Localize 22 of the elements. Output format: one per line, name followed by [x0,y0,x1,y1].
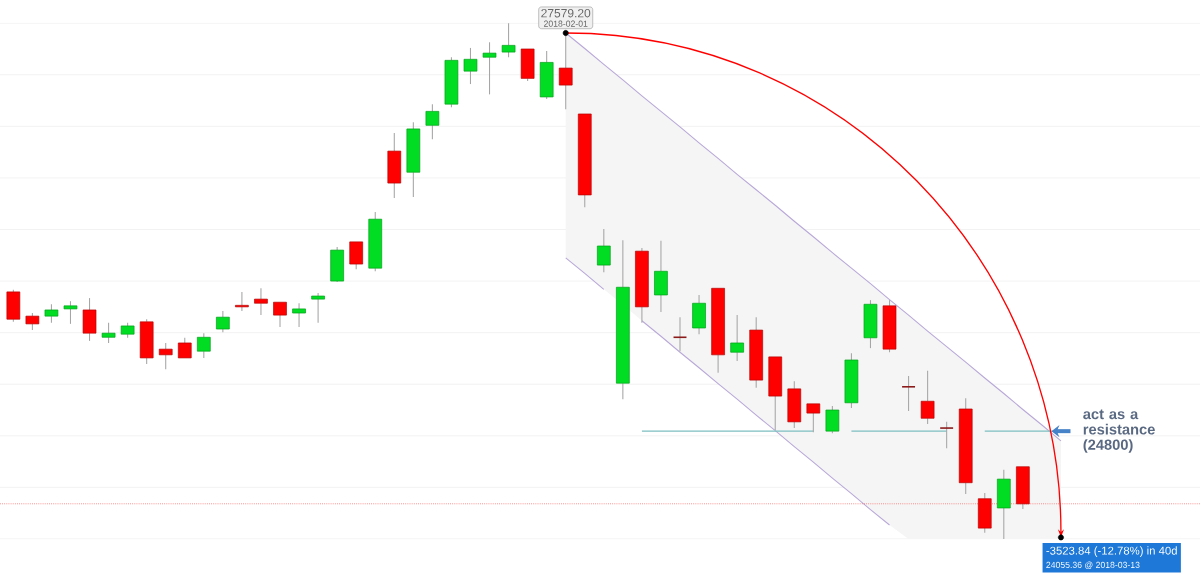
candlestick [311,292,325,324]
text: -3523.84 (-12.78%) in 40d [1046,546,1177,557]
candlestick [672,316,688,352]
candlestick [730,314,744,362]
candlestick [711,287,725,374]
candlestick [806,403,821,433]
candlestick [863,299,878,349]
candlestick [235,291,249,312]
candlestick [654,240,668,313]
annotation: 2018-02-01 [543,20,588,27]
candlestick [692,294,706,335]
candlestick [292,302,306,328]
candlestick [616,239,630,400]
candlestick [1016,466,1030,510]
candlestick [216,310,230,333]
candlestick [254,287,268,316]
text: 27579.20 [541,8,591,18]
candlestick [635,247,649,324]
candlestick [273,301,287,328]
candlestick [768,356,783,431]
series-label: act as a resistance (24800) [1083,409,1155,453]
text: 24055.36 @ 2018-03-13 [1046,561,1140,570]
